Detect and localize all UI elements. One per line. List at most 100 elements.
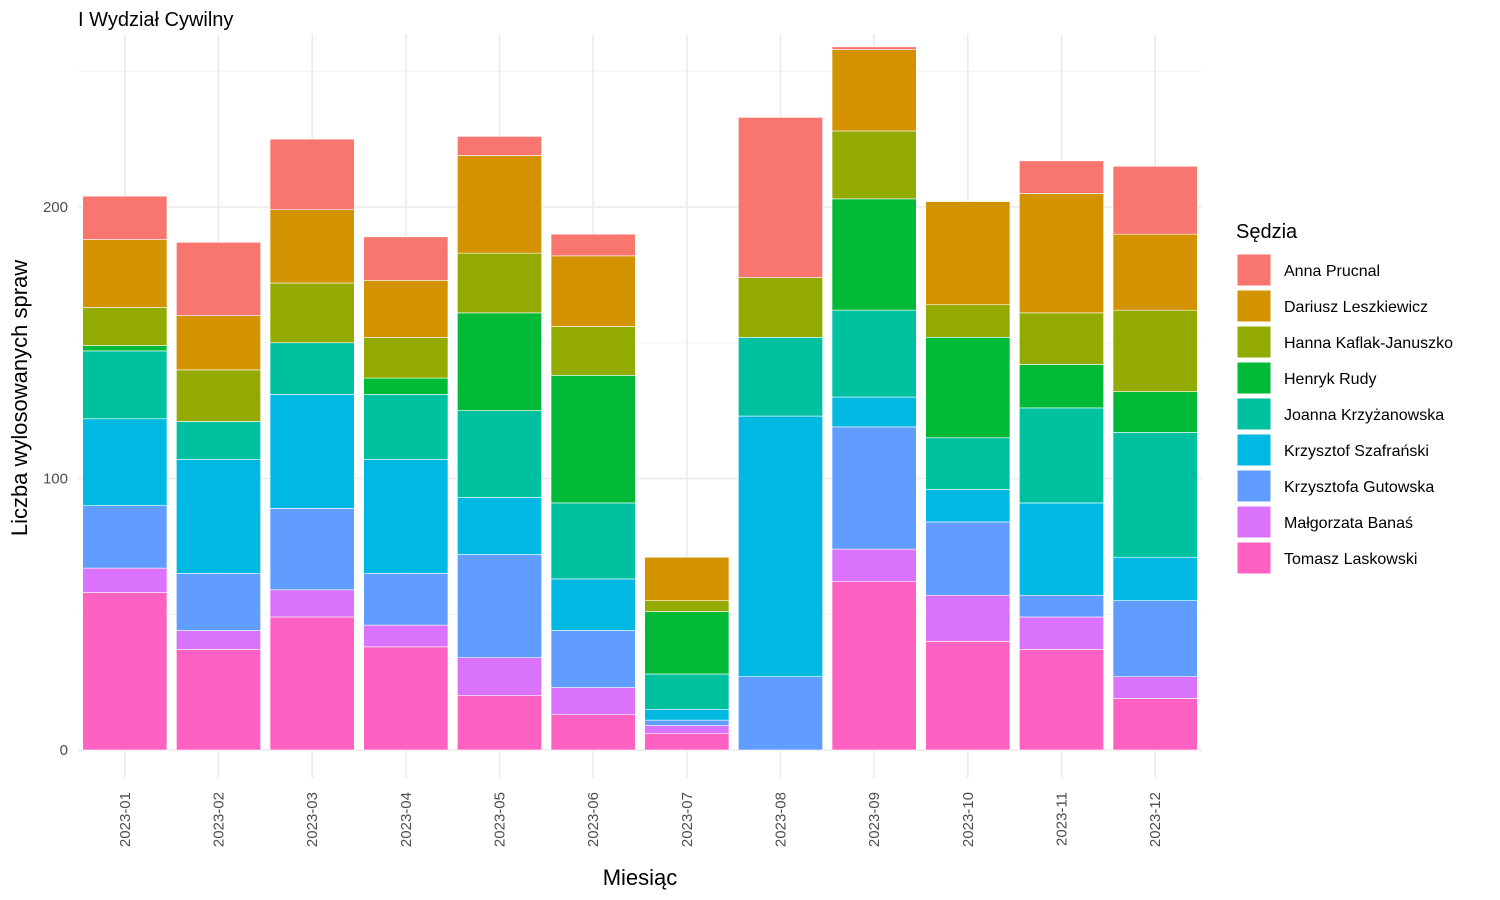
bar-segment	[1019, 616, 1104, 650]
bar-segment	[363, 337, 449, 379]
bar-segment	[82, 567, 168, 593]
bar-segment	[363, 646, 449, 751]
bar-segment	[269, 616, 355, 751]
bar-segment	[269, 209, 355, 284]
legend-label: Dariusz Leszkiewicz	[1284, 299, 1428, 316]
bar-segment	[176, 241, 261, 316]
bar-segment	[644, 556, 730, 601]
bar-segment	[82, 195, 168, 240]
bar-segment	[82, 418, 168, 506]
bar-segment	[457, 554, 542, 658]
bar-segment	[925, 641, 1011, 751]
bar-segment	[550, 375, 636, 504]
bar-segment	[738, 676, 823, 751]
legend-swatch	[1236, 253, 1272, 287]
bar-segment	[738, 415, 823, 677]
bar-segment	[457, 695, 542, 751]
legend-title: Sędzia	[1236, 221, 1298, 243]
bar-segment	[457, 312, 542, 411]
bar-segment	[1019, 364, 1104, 409]
legend-label: Krzysztof Szafrański	[1284, 443, 1429, 460]
bar-segment	[269, 138, 355, 211]
bar-segment	[1019, 407, 1104, 504]
bar-segment	[925, 489, 1011, 523]
legend-swatch	[1236, 289, 1272, 323]
bar-segment	[363, 236, 449, 281]
bar-segment	[269, 508, 355, 591]
bar-segment	[644, 733, 730, 751]
bar-segment	[925, 337, 1011, 439]
bar-segment	[1112, 165, 1198, 235]
x-axis-ticks: 2023-01 2023-02 2023-03 2023-04 2023-05 2023-…	[117, 792, 1164, 847]
bar-segment	[457, 497, 542, 555]
bar-segment	[82, 505, 168, 569]
bar-segment	[176, 630, 261, 650]
bar-segment	[363, 377, 449, 395]
bar-segment	[925, 521, 1011, 596]
bar-segment	[925, 201, 1011, 306]
bar-segment	[550, 233, 636, 257]
x-tick-label: 2023-03	[304, 792, 321, 847]
bar-segment	[925, 437, 1011, 490]
y-tick-label: 0	[60, 742, 68, 759]
bar-segment	[363, 280, 449, 338]
x-axis-title: Miesiąc	[603, 865, 678, 890]
y-axis-title: Liczba wylosowanych spraw	[7, 260, 32, 536]
legend-swatch	[1236, 325, 1272, 359]
legend-swatch	[1236, 361, 1272, 395]
y-tick-label: 200	[43, 199, 68, 216]
x-tick-label: 2023-11	[1054, 792, 1071, 846]
bar-segment	[1112, 391, 1198, 433]
bar-segment	[269, 282, 355, 344]
legend-label: Henryk Rudy	[1284, 371, 1376, 388]
bar-segment	[269, 589, 355, 618]
bar-segment	[1019, 160, 1104, 194]
x-tick-label: 2023-10	[960, 792, 977, 847]
bar-segment	[644, 673, 730, 710]
bar-segment	[363, 394, 449, 460]
bar-segment	[363, 624, 449, 648]
bar-segment	[644, 600, 730, 612]
bar-segment	[176, 315, 261, 371]
bar-segment	[550, 714, 636, 751]
bar-segment	[176, 421, 261, 460]
legend-swatch	[1236, 433, 1272, 467]
bar-segment	[1112, 556, 1198, 601]
bar-segment	[738, 117, 823, 278]
y-tick-label: 100	[43, 471, 68, 488]
x-tick-label: 2023-02	[211, 792, 228, 847]
bar-segment	[831, 309, 917, 398]
bar-segment	[269, 394, 355, 509]
bar-segment	[644, 725, 730, 735]
legend-swatch	[1236, 541, 1272, 575]
bar-segment	[1019, 502, 1104, 596]
legend-swatch	[1236, 469, 1272, 503]
bar-segment	[457, 410, 542, 498]
bar-segment	[831, 46, 917, 50]
y-axis-ticks: 0 100 200	[43, 199, 68, 759]
bar-segment	[925, 304, 1011, 338]
bar-segment	[1112, 698, 1198, 751]
bar-segment	[457, 155, 542, 254]
legend: Sędzia Anna Prucnal Dariusz Leszkiewicz Ha…	[1236, 221, 1453, 575]
bar-segment	[1019, 594, 1104, 618]
chart-title: I Wydział Cywilny	[78, 9, 233, 31]
bar-segment	[738, 337, 823, 417]
bar-segment	[1112, 600, 1198, 677]
legend-swatch	[1236, 505, 1272, 539]
bar-segment	[831, 548, 917, 582]
bar-segment	[176, 369, 261, 422]
bar-segment	[831, 49, 917, 132]
bar-segment	[457, 136, 542, 156]
bar-segment	[831, 426, 917, 550]
bar-segment	[82, 307, 168, 346]
bar-segment	[831, 396, 917, 428]
bar-segment	[644, 708, 730, 721]
bar-segment	[269, 342, 355, 395]
bar-segment	[1019, 312, 1104, 365]
bar-segment	[644, 719, 730, 726]
bar-segment	[550, 687, 636, 716]
bar-segment	[82, 345, 168, 352]
x-tick-label: 2023-08	[773, 792, 790, 847]
